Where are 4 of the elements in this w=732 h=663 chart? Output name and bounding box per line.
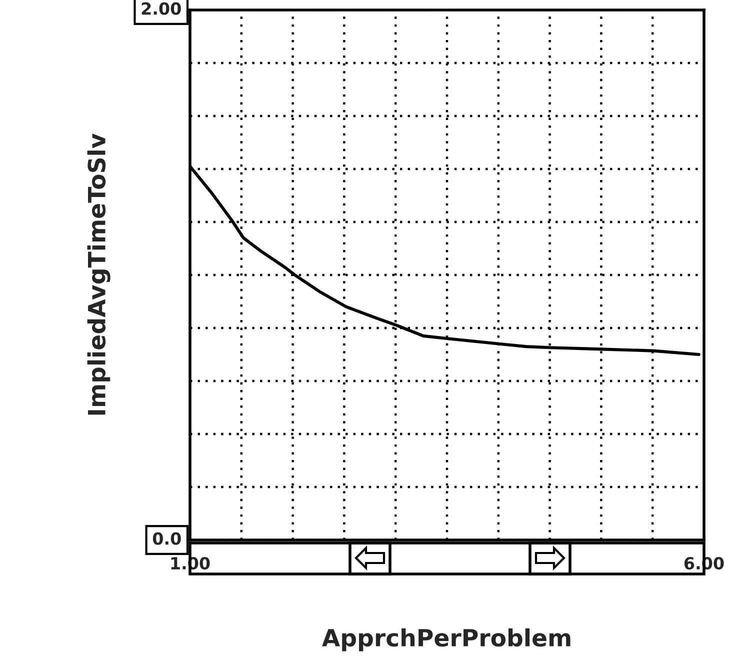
y-axis-title: ImpliedAvgTimeToSlv — [87, 134, 110, 415]
x-axis-title: ApprchPerProblem — [322, 628, 570, 652]
y-tick-label: 0.0 — [152, 532, 181, 545]
y-tick-label: 2.00 — [142, 2, 181, 15]
